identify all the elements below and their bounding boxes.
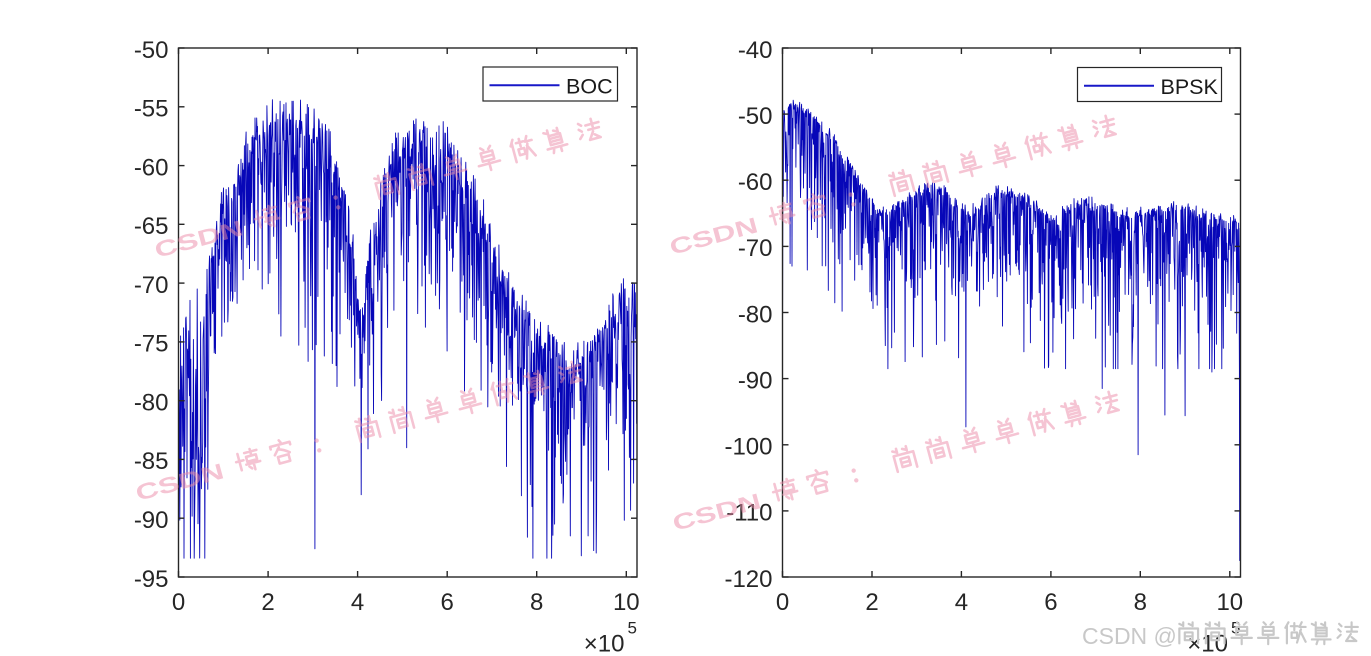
svg-text:×10: ×10 [584,631,625,656]
svg-text:-80: -80 [134,390,169,417]
svg-text:-95: -95 [134,566,169,593]
svg-text:×10: ×10 [1187,631,1228,656]
svg-text:0: 0 [172,589,185,616]
svg-text:-90: -90 [134,507,169,534]
svg-text:4: 4 [955,589,968,616]
svg-text:-70: -70 [738,235,773,262]
svg-text:CSDN @: CSDN @ [1082,623,1177,649]
svg-text:0: 0 [776,589,789,616]
svg-text:-60: -60 [738,169,773,196]
svg-text:-120: -120 [724,566,772,593]
svg-text:-100: -100 [724,434,772,461]
svg-text:-80: -80 [738,301,773,328]
svg-text:8: 8 [1134,589,1147,616]
svg-text:-75: -75 [134,331,169,358]
svg-text:-55: -55 [134,96,169,123]
svg-text:-90: -90 [738,367,773,394]
svg-text:5: 5 [628,619,637,638]
svg-text:8: 8 [530,589,543,616]
svg-text:2: 2 [261,589,274,616]
svg-text:2: 2 [865,589,878,616]
svg-text:BPSK: BPSK [1161,75,1219,99]
svg-text:-110: -110 [726,500,772,527]
svg-text:-50: -50 [738,103,773,130]
svg-text:6: 6 [1044,589,1057,616]
svg-text:-85: -85 [134,448,169,475]
svg-text:10: 10 [613,589,640,616]
svg-text:10: 10 [1216,589,1243,616]
svg-text:-65: -65 [134,213,169,240]
svg-text:-40: -40 [738,37,773,64]
svg-text:BOC: BOC [566,75,613,99]
svg-text:-60: -60 [134,154,169,181]
svg-text:6: 6 [441,589,454,616]
svg-text:-70: -70 [134,272,169,299]
svg-text:-50: -50 [134,37,169,64]
svg-text:4: 4 [351,589,364,616]
